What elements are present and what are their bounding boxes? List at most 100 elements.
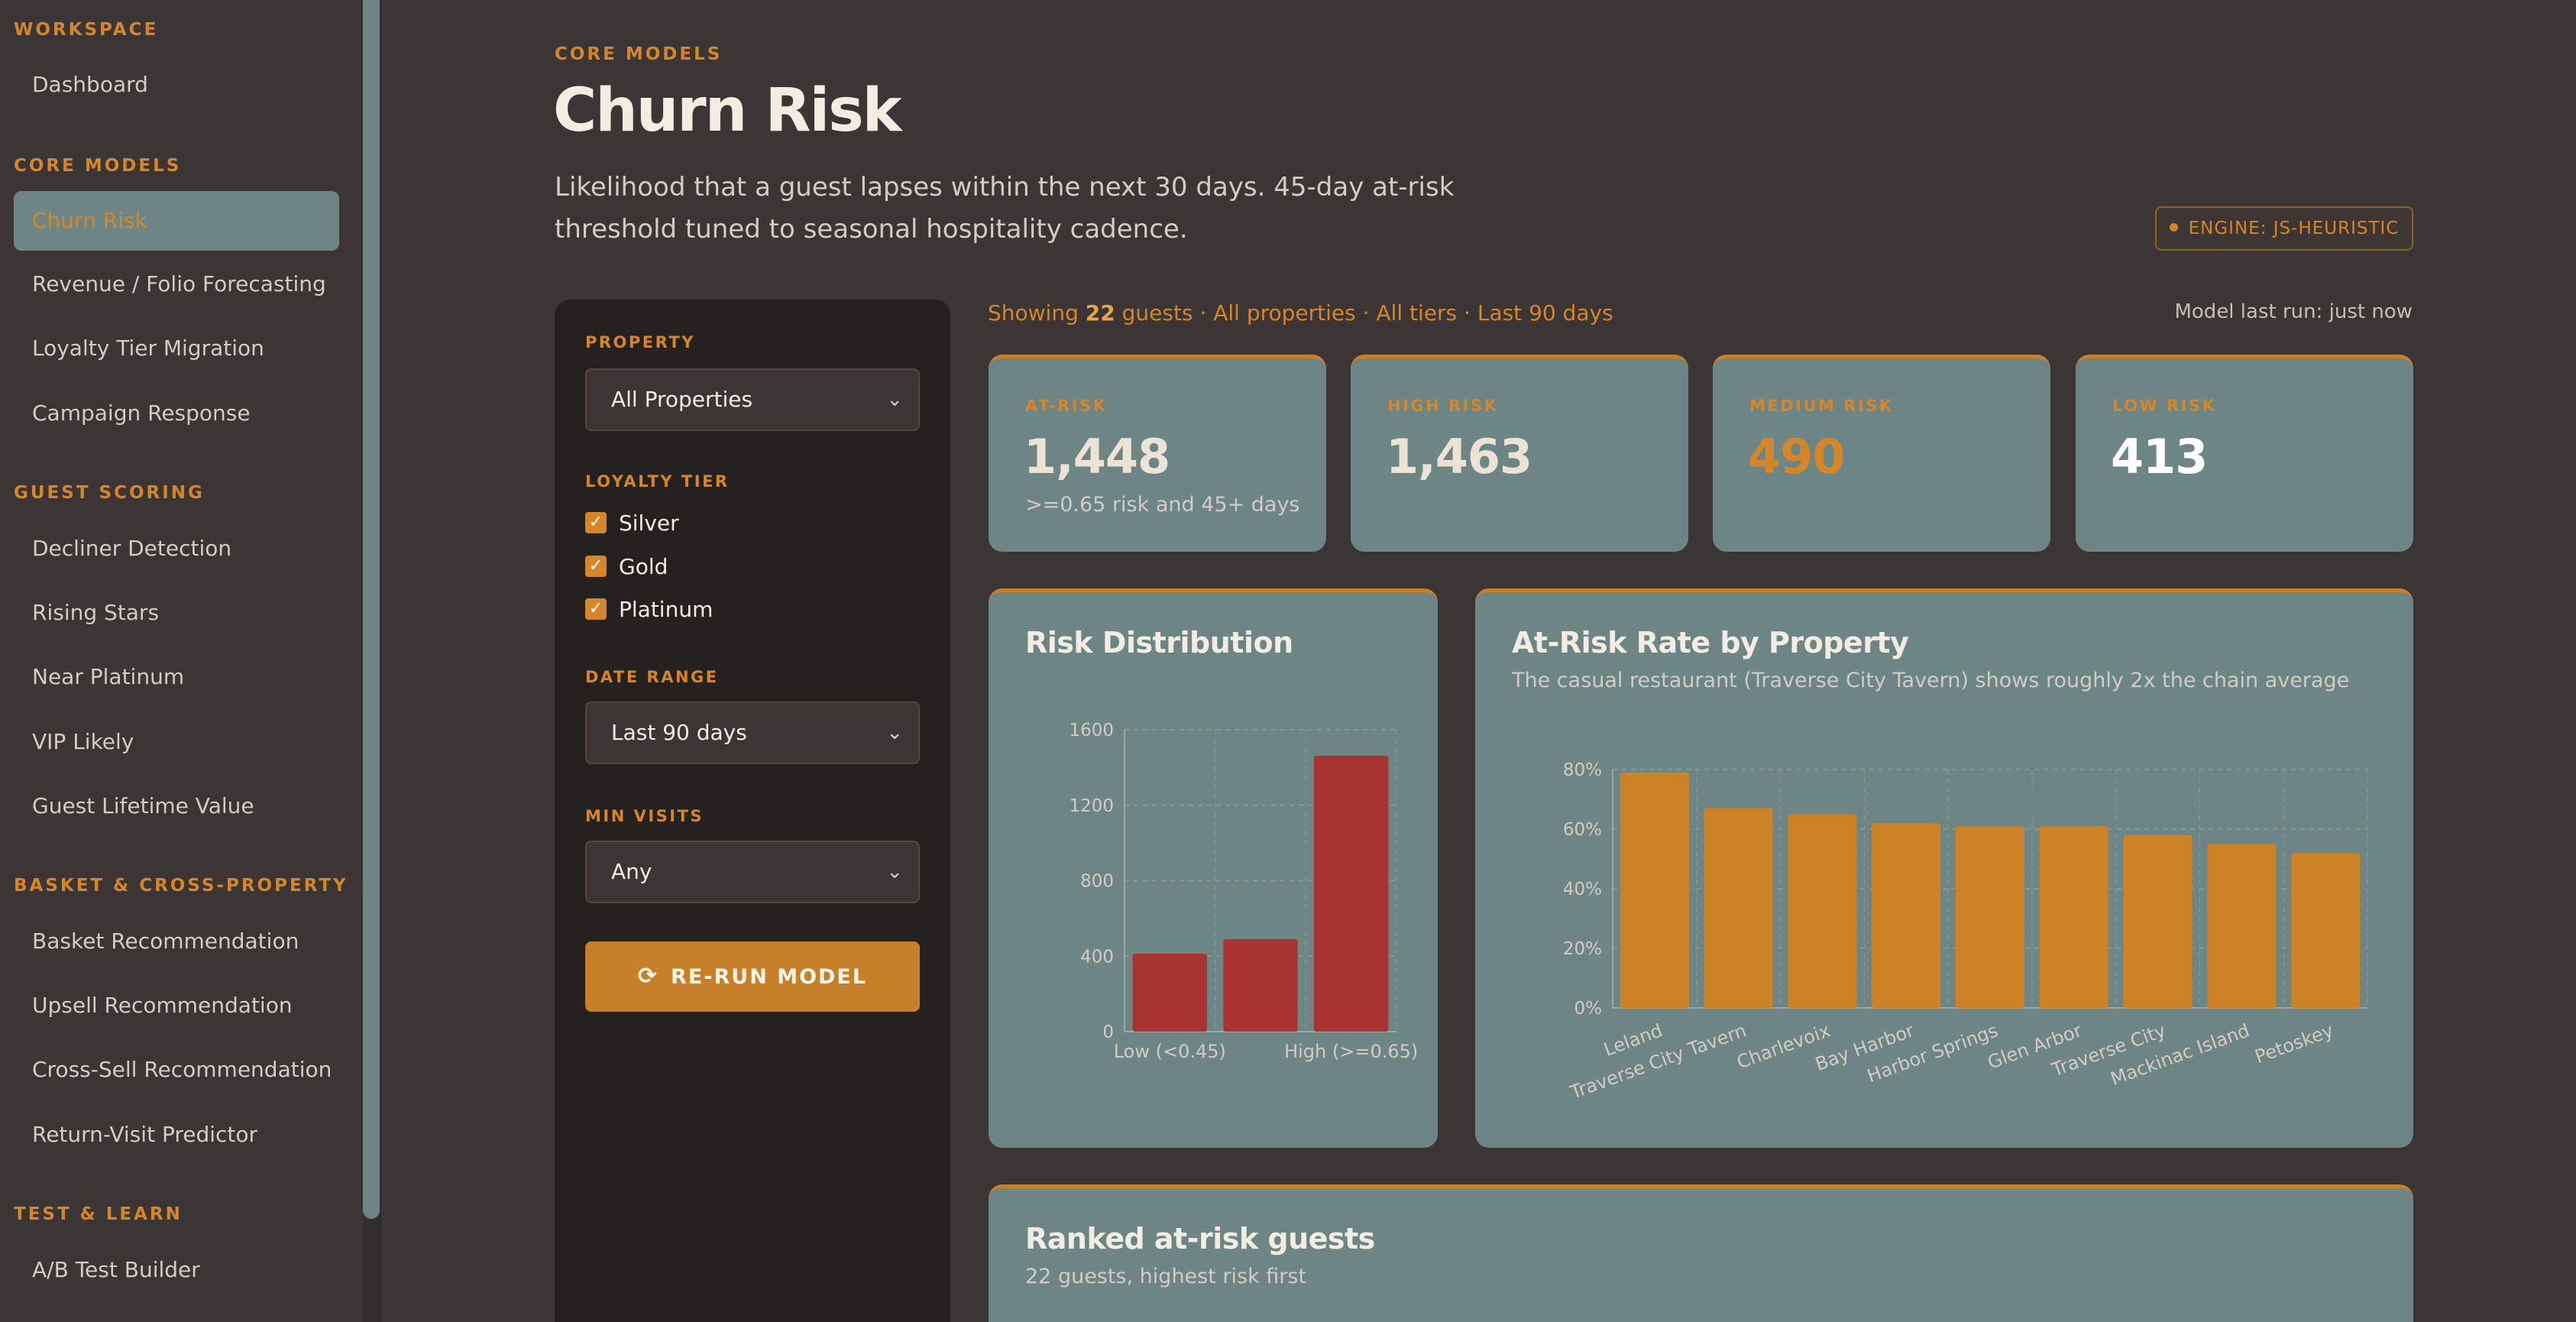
kpi-label: HIGH RISK [1387,397,1499,415]
y-tick-label: 40% [1563,880,1602,899]
bar [1620,772,1689,1008]
page-title: Churn Risk [553,76,902,145]
bar [1704,808,1773,1008]
bar [1132,954,1207,1032]
y-tick-label: 800 [1080,872,1114,892]
engine-badge: ENGINE: JS-HEURISTIC [2155,206,2413,251]
y-tick-label: 0 [1102,1022,1114,1042]
x-tick-label: Mackinac Island [2108,1019,2252,1090]
sidebar-item-near-platinum[interactable]: Near Platinum [32,664,185,689]
refresh-icon: ⟳ [637,963,659,990]
tier-checkbox-label: Platinum [619,597,714,622]
y-tick-label: 1600 [1069,721,1114,740]
bar [2039,826,2108,1008]
sidebar-item-vip-likely[interactable]: VIP Likely [32,729,134,754]
kpi-value: 413 [2111,429,2208,484]
kpi-subtext: >=0.65 risk and 45+ days [1025,493,1300,517]
results-summary: Showing 22 guests · All properties · All… [988,300,1613,326]
kpi-card-high-risk: HIGH RISK 1,463 [1351,355,1688,552]
min-visits-select-value: Any [611,859,652,884]
tier-checkbox-label: Gold [619,554,668,579]
page-description: Likelihood that a guest lapses within th… [555,172,1455,245]
tier-checkbox-silver[interactable]: ✓ Silver [585,511,679,536]
sidebar-divider [380,0,381,1322]
checkmark-icon: ✓ [585,556,607,577]
rerun-model-label: RE-RUN MODEL [671,965,868,989]
kpi-card-low-risk: LOW RISK 413 [2076,355,2413,552]
tier-checkbox-gold[interactable]: ✓ Gold [585,555,668,579]
sidebar-section-guest-scoring: GUEST SCORING [14,483,205,503]
ranked-guests-card: Ranked at-risk guests 22 guests, highest… [989,1184,2413,1322]
kpi-value: 490 [1748,429,1845,484]
bar [1955,826,2025,1008]
x-tick-label: High (>=0.65) [1284,1041,1418,1062]
bar [2123,834,2193,1008]
min-visits-filter-label: MIN VISITS [585,807,704,825]
sidebar-section-core-models: CORE MODELS [14,156,182,176]
rerun-model-button[interactable]: ⟳ RE-RUN MODEL [585,941,920,1012]
x-tick-label: Petoskey [2252,1019,2336,1068]
summary-suffix: guests · All properties · All tiers · La… [1121,300,1613,326]
y-tick-label: 80% [1563,760,1602,780]
date-range-filter-label: DATE RANGE [585,668,719,686]
card-subtitle: The casual restaurant (Traverse City Tav… [1512,669,2350,692]
y-tick-label: 1200 [1069,796,1114,816]
kpi-value: 1,463 [1386,429,1532,484]
sidebar-item-loyalty-tier-migration[interactable]: Loyalty Tier Migration [32,335,264,361]
tier-checkbox-label: Silver [619,510,679,536]
sidebar-item-churn-risk[interactable]: Churn Risk [14,191,339,251]
sidebar-item-return-visit-predictor[interactable]: Return-Visit Predictor [32,1122,258,1147]
sidebar-item-rising-stars[interactable]: Rising Stars [32,600,160,625]
kpi-label: LOW RISK [2112,397,2217,415]
y-tick-label: 0% [1574,999,1603,1019]
sidebar-section-test-learn: TEST & LEARN [14,1204,183,1224]
bar [2207,844,2277,1008]
card-title: Ranked at-risk guests [1025,1222,1375,1256]
chevron-down-icon: ⌄ [886,721,903,744]
sidebar-scrollbar-thumb[interactable] [363,0,380,1219]
card-title: Risk Distribution [1025,626,1293,659]
y-tick-label: 60% [1563,820,1602,840]
y-tick-label: 400 [1080,947,1114,967]
sidebar-item-guest-lifetime-value[interactable]: Guest Lifetime Value [32,793,254,818]
sidebar-nav: WORKSPACE Dashboard CORE MODELS Churn Ri… [0,0,353,1322]
min-visits-select[interactable]: Any ⌄ [585,841,920,903]
kpi-value: 1,448 [1024,429,1170,484]
sidebar-item-ab-test-builder[interactable]: A/B Test Builder [32,1257,200,1282]
property-select[interactable]: All Properties ⌄ [585,368,920,431]
sidebar-item-dashboard[interactable]: Dashboard [32,72,148,97]
date-range-select-value: Last 90 days [611,720,747,745]
card-title: At-Risk Rate by Property [1512,626,1909,659]
bar [1223,939,1298,1032]
sidebar-item-campaign-response[interactable]: Campaign Response [32,400,251,426]
kpi-card-at-risk: AT-RISK 1,448 >=0.65 risk and 45+ days [989,355,1326,552]
checkmark-icon: ✓ [585,512,607,533]
guest-count: 22 [1085,300,1115,326]
sidebar-item-decliner-detection[interactable]: Decliner Detection [32,536,232,561]
property-rate-card: At-Risk Rate by Property The casual rest… [1475,588,2413,1148]
page-eyebrow: CORE MODELS [555,44,723,64]
bar [2291,853,2361,1008]
property-select-value: All Properties [611,387,753,412]
sidebar-item-cross-sell-recommendation[interactable]: Cross-Sell Recommendation [32,1057,332,1082]
summary-prefix: Showing [988,300,1079,326]
sidebar-item-basket-recommendation[interactable]: Basket Recommendation [32,928,299,954]
kpi-label: AT-RISK [1025,397,1108,415]
sidebar-item-upsell-recommendation[interactable]: Upsell Recommendation [32,993,293,1018]
card-subtitle: 22 guests, highest risk first [1025,1265,1307,1288]
y-tick-label: 20% [1563,939,1602,959]
property-filter-label: PROPERTY [585,333,695,352]
chevron-down-icon: ⌄ [886,388,903,411]
model-last-run: Model last run: just now [2174,300,2413,323]
sidebar-section-basket: BASKET & CROSS-PROPERTY [14,876,348,896]
sidebar-item-revenue-forecasting[interactable]: Revenue / Folio Forecasting [32,271,326,296]
risk-distribution-card: Risk Distribution 0 400 800 1200 1600 Low (<0… [989,588,1438,1148]
bar [1788,814,1857,1008]
tier-checkbox-platinum[interactable]: ✓ Platinum [585,598,713,622]
date-range-select[interactable]: Last 90 days ⌄ [585,702,920,764]
risk-distribution-chart: 0 400 800 1200 1600 Low (<0.45) High (>=0.65) [1069,721,1418,1062]
loyalty-tier-filter-label: LOYALTY TIER [585,472,730,491]
chevron-down-icon: ⌄ [886,860,903,883]
filter-panel: PROPERTY All Properties ⌄ LOYALTY TIER ✓… [555,300,950,1322]
sidebar-section-workspace: WORKSPACE [14,20,159,40]
